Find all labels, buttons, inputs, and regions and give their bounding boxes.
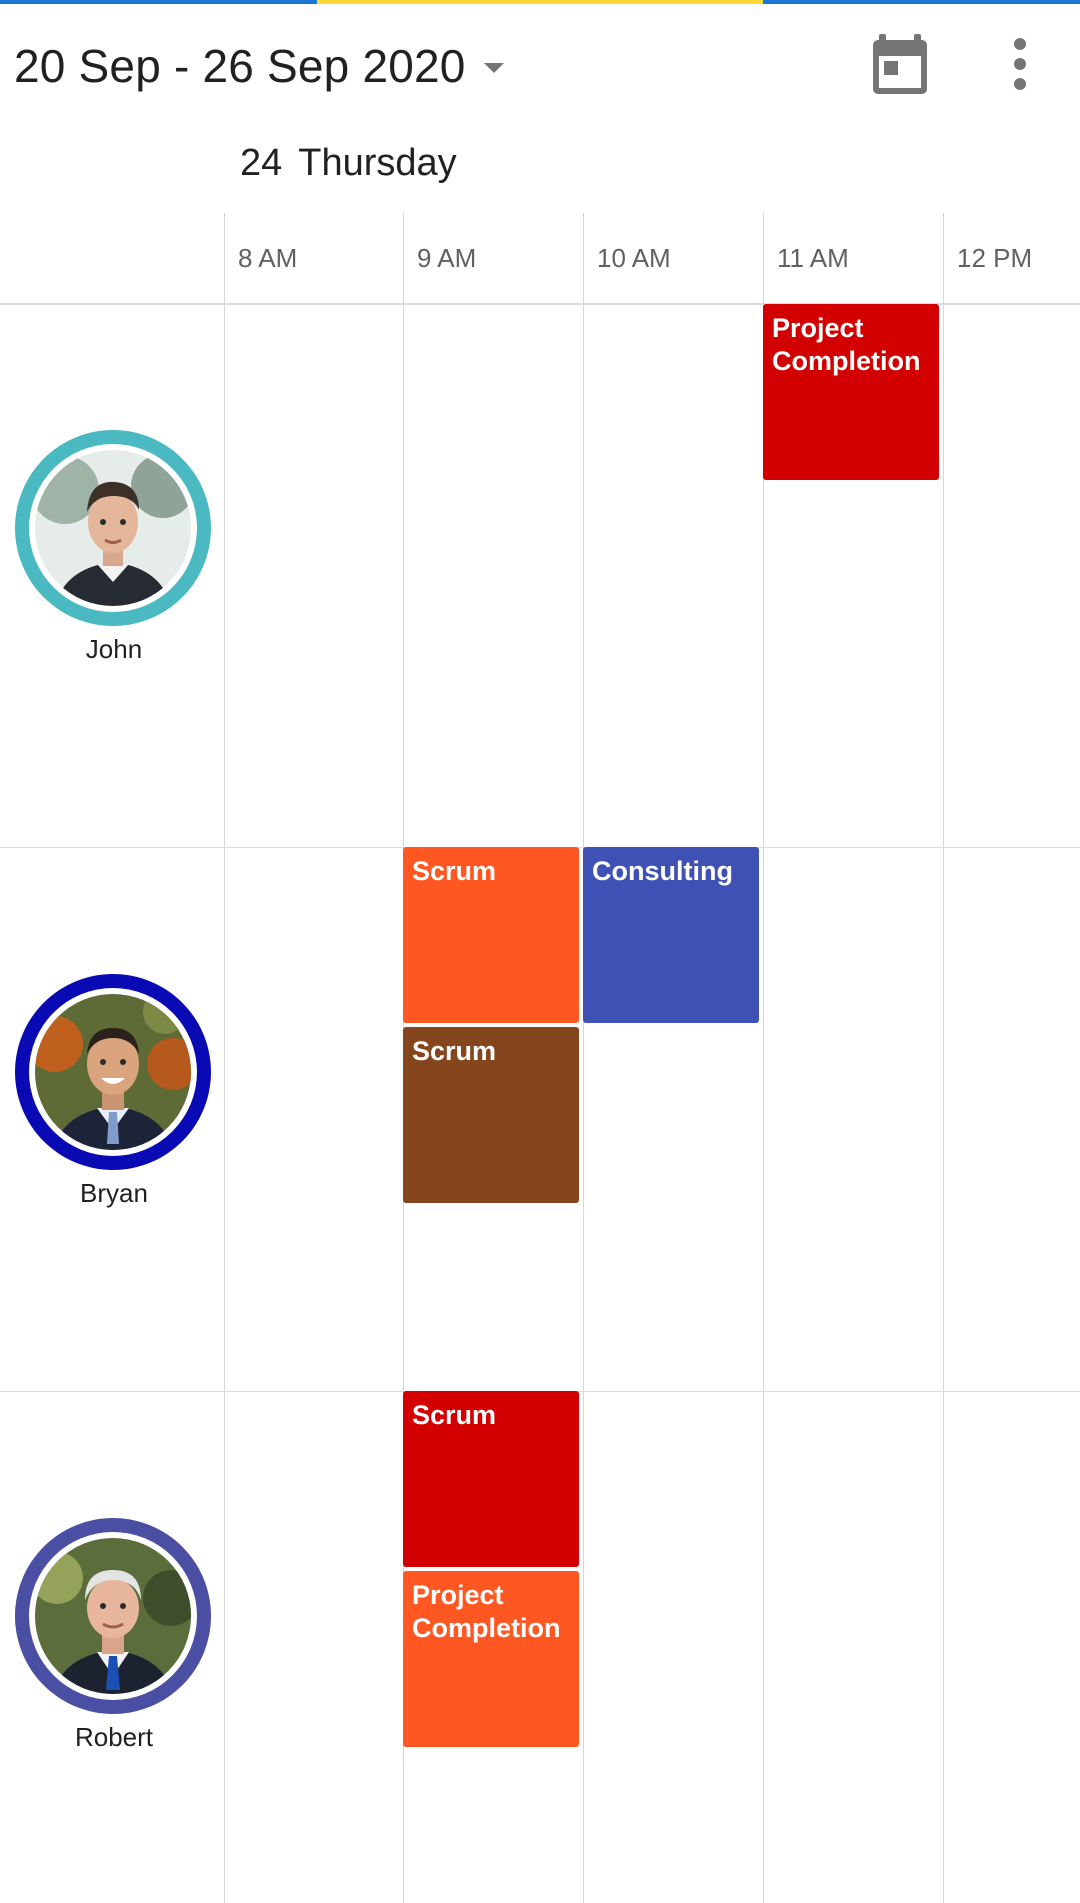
person-icon bbox=[35, 1538, 191, 1694]
time-slot-label: 10 AM bbox=[597, 243, 671, 273]
scheduler-header: 20 Sep - 26 Sep 2020 bbox=[0, 4, 1080, 124]
time-slot-label: 12 PM bbox=[957, 243, 1033, 273]
date-range-picker[interactable]: 20 Sep - 26 Sep 2020 bbox=[14, 36, 504, 96]
resource-john[interactable]: John bbox=[0, 304, 224, 847]
resource-name: John bbox=[85, 634, 143, 664]
avatar bbox=[15, 974, 211, 1170]
appointment-consulting[interactable]: Consulting bbox=[583, 847, 759, 1023]
top-strip-segment bbox=[317, 0, 763, 4]
resource-name: Bryan bbox=[80, 1178, 148, 1208]
top-accent-strip bbox=[0, 0, 1080, 4]
grid-line bbox=[224, 213, 225, 1903]
avatar bbox=[15, 430, 211, 626]
more-options-button[interactable] bbox=[1000, 34, 1040, 94]
person-icon bbox=[35, 450, 191, 606]
top-strip-segment bbox=[0, 0, 317, 4]
appointment-scrum[interactable]: Scrum bbox=[403, 1027, 579, 1203]
resource-robert[interactable]: Robert bbox=[0, 1391, 224, 1903]
resource-bryan[interactable]: Bryan bbox=[0, 847, 224, 1391]
grid-line bbox=[763, 213, 764, 1903]
day-number: 24 bbox=[240, 142, 283, 184]
resource-name: Robert bbox=[74, 1722, 154, 1752]
today-button[interactable] bbox=[866, 30, 934, 98]
appointment-scrum[interactable]: Scrum bbox=[403, 847, 579, 1023]
avatar-photo-bryan bbox=[35, 994, 191, 1150]
time-slot-label: 8 AM bbox=[238, 243, 298, 273]
date-range-label: 20 Sep - 26 Sep 2020 bbox=[14, 40, 466, 92]
day-header: 24 Thursday bbox=[240, 142, 457, 185]
chevron-down-icon bbox=[483, 63, 504, 73]
timeline-grid[interactable]: 8 AM 9 AM 10 AM 11 AM 12 PM bbox=[0, 213, 1080, 1903]
appointment-project-completion[interactable]: Project Completion bbox=[763, 304, 939, 480]
grid-line bbox=[943, 213, 944, 1903]
time-slot-label: 11 AM bbox=[777, 243, 849, 273]
avatar-photo-robert bbox=[35, 1538, 191, 1694]
avatar bbox=[15, 1518, 211, 1714]
person-icon bbox=[35, 994, 191, 1150]
row-separator bbox=[0, 304, 1080, 305]
avatar-photo-john bbox=[35, 450, 191, 606]
more-vert-icon bbox=[1014, 38, 1026, 90]
top-strip-segment bbox=[763, 0, 1080, 4]
day-name: Thursday bbox=[298, 142, 457, 184]
appointment-project-completion[interactable]: Project Completion bbox=[403, 1571, 579, 1747]
appointment-scrum[interactable]: Scrum bbox=[403, 1391, 579, 1567]
time-header-row: 8 AM 9 AM 10 AM 11 AM 12 PM bbox=[0, 213, 1080, 304]
calendar-today-icon bbox=[873, 34, 927, 94]
time-slot-label: 9 AM bbox=[417, 243, 477, 273]
grid-line bbox=[583, 213, 584, 1903]
